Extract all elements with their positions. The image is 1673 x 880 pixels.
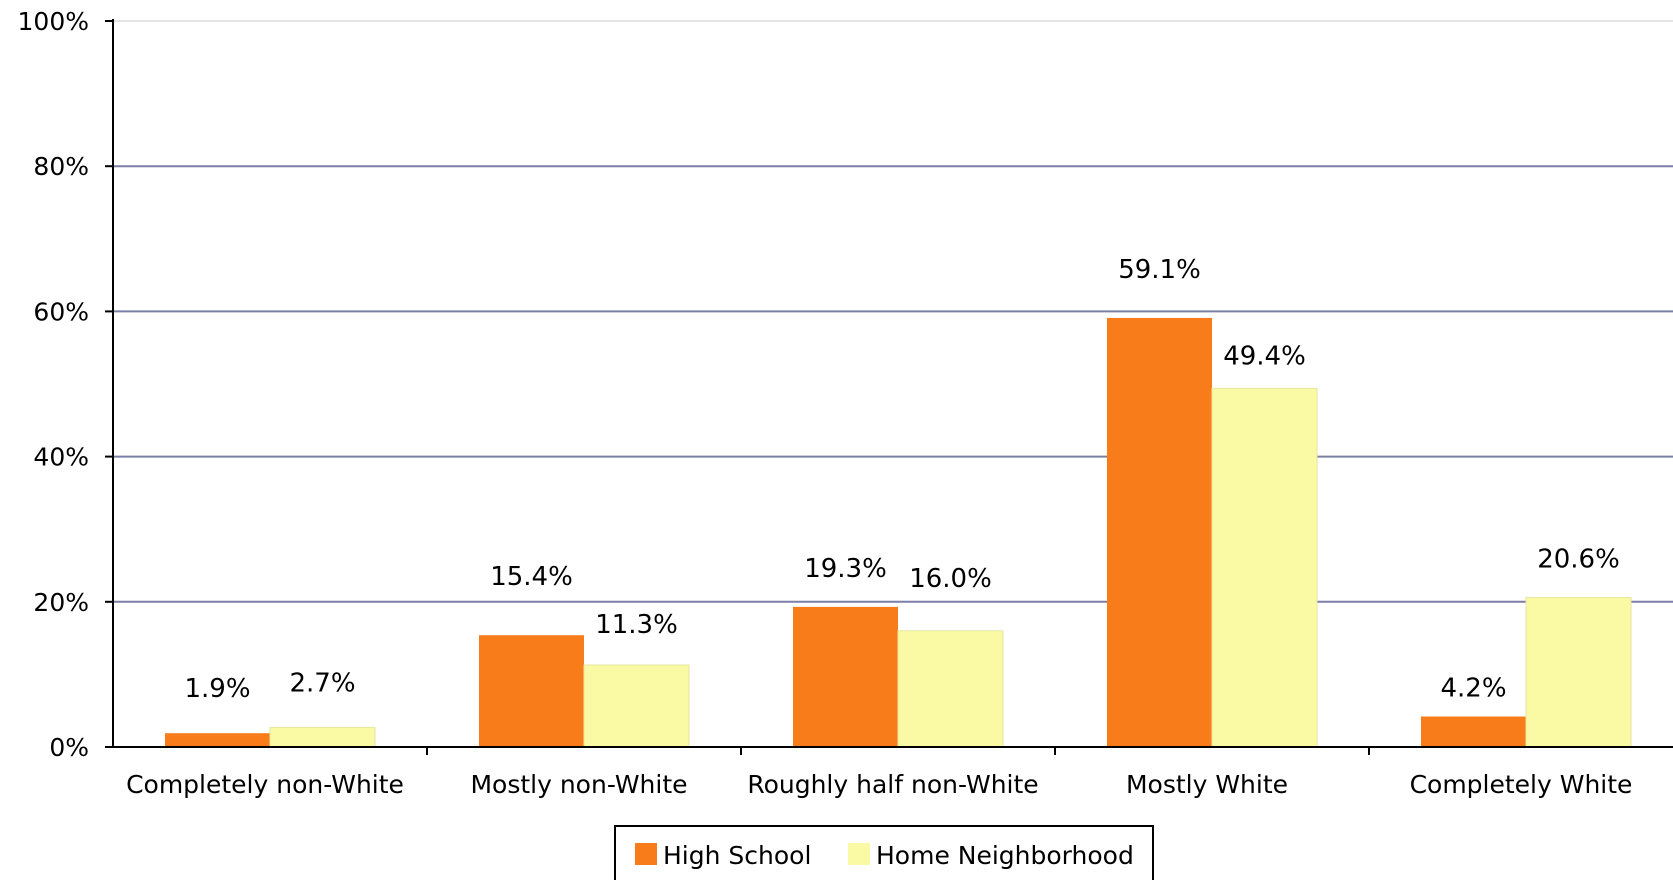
y-tick-label: 0% (49, 733, 89, 762)
bar-home-neighborhood (269, 726, 376, 748)
data-label: 16.0% (909, 564, 992, 594)
axes (105, 19, 1673, 755)
y-tick-label: 20% (33, 588, 89, 617)
bar-home-neighborhood (897, 630, 1004, 748)
legend-label: High School (663, 841, 811, 870)
legend: High School Home Neighborhood (614, 825, 1154, 880)
bar-home-neighborhood (1211, 387, 1318, 748)
data-label: 4.2% (1440, 674, 1506, 704)
y-tick-label: 100% (18, 7, 89, 36)
x-category-label: Mostly White (1126, 770, 1288, 799)
bar-high-school (479, 635, 584, 747)
data-label: 20.6% (1537, 544, 1620, 574)
x-axis-category-labels: Completely non-White Mostly non-White Roug… (126, 770, 1632, 799)
bar-high-school (1107, 317, 1212, 747)
y-tick-label: 60% (33, 297, 89, 326)
x-category-label: Completely non-White (126, 770, 404, 799)
bar-high-school (793, 606, 898, 747)
data-label: 11.3% (595, 610, 678, 640)
bar-high-school (1421, 716, 1526, 747)
data-label: 19.3% (804, 554, 887, 584)
y-tick-label: 80% (33, 152, 89, 181)
bars (165, 317, 1632, 748)
legend-label: Home Neighborhood (876, 841, 1134, 870)
data-label: 49.4% (1223, 341, 1306, 371)
bar-high-school (165, 733, 270, 747)
data-label: 1.9% (184, 674, 250, 704)
y-tick-label: 40% (33, 443, 89, 472)
data-label: 2.7% (289, 668, 355, 698)
data-labels: 1.9% 15.4% 19.3% 59.1% 4.2% 2.7% 11.3% 16.0% 49.… (184, 255, 1619, 704)
y-axis-tick-labels: 0% 20% 40% 60% 80% 100% (18, 7, 89, 762)
legend-swatch (848, 843, 870, 865)
data-label: 59.1% (1118, 255, 1201, 285)
legend-swatch (635, 843, 657, 865)
legend-box (614, 825, 1154, 880)
x-category-label: Mostly non-White (470, 770, 687, 799)
gridlines (113, 20, 1673, 603)
data-label: 15.4% (490, 562, 573, 592)
x-category-label: Completely White (1410, 770, 1633, 799)
bar-home-neighborhood (583, 664, 690, 748)
x-category-label: Roughly half non-White (747, 770, 1038, 799)
bar-home-neighborhood (1525, 596, 1632, 748)
